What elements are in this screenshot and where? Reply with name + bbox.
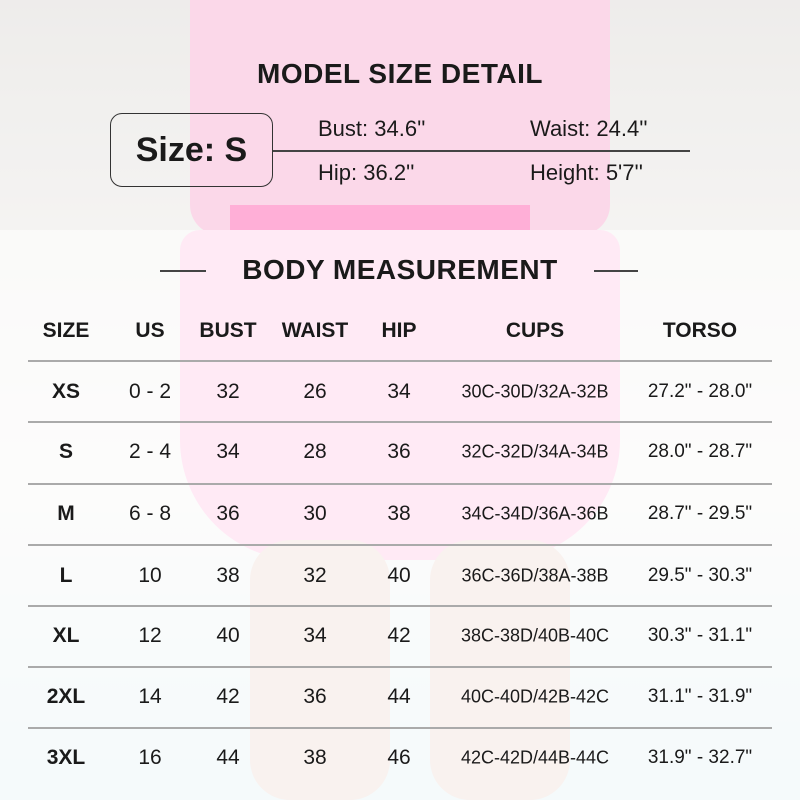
- cell-waist: 34: [303, 624, 327, 647]
- cell-size: XL: [52, 624, 80, 647]
- model-bust: Bust: 34.6'': [318, 116, 426, 141]
- cell-hip: 44: [387, 685, 411, 708]
- row-divider: [28, 421, 772, 423]
- row-divider: [28, 605, 772, 607]
- cell-hip: 38: [387, 502, 411, 525]
- cell-waist: 36: [303, 685, 327, 708]
- cell-cups: 36C-36D/38A-38B: [461, 565, 609, 586]
- header-size: SIZE: [42, 319, 90, 342]
- header-cups: CUPS: [505, 319, 565, 342]
- header-torso: TORSO: [662, 319, 738, 342]
- cell-waist: 26: [303, 380, 327, 403]
- divider: [160, 270, 206, 272]
- row-divider: [28, 666, 772, 668]
- cell-us: 16: [138, 746, 162, 769]
- cell-cups: 38C-38D/40B-40C: [460, 625, 610, 646]
- cell-torso: 29.5" - 30.3": [647, 565, 753, 586]
- cell-waist: 32: [303, 564, 327, 587]
- cell-hip: 36: [387, 440, 411, 463]
- row-divider: [28, 483, 772, 485]
- row-divider: [28, 360, 772, 362]
- cell-size: S: [58, 440, 74, 463]
- model-height: Height: 5'7'': [530, 160, 643, 185]
- cell-bust: 38: [216, 564, 240, 587]
- cell-torso: 28.7" - 29.5": [647, 503, 753, 524]
- cell-size: 3XL: [46, 746, 86, 769]
- cell-size: L: [59, 564, 73, 587]
- model-waist: Waist: 24.4'': [530, 116, 648, 141]
- row-divider: [28, 544, 772, 546]
- cell-us: 12: [138, 624, 162, 647]
- cell-bust: 36: [216, 502, 240, 525]
- model-hip: Hip: 36.2'': [318, 160, 415, 185]
- header-waist: WAIST: [281, 319, 349, 342]
- cell-cups: 34C-34D/36A-36B: [461, 503, 609, 524]
- cell-hip: 34: [387, 380, 411, 403]
- cell-torso: 31.1" - 31.9": [647, 686, 753, 707]
- cell-waist: 38: [303, 746, 327, 769]
- cell-torso: 27.2" - 28.0": [647, 381, 753, 402]
- cell-torso: 31.9" - 32.7": [647, 747, 753, 768]
- cell-bust: 44: [216, 746, 240, 769]
- header-us: US: [135, 319, 165, 342]
- model-size-badge: Size: S: [110, 113, 273, 187]
- cell-us: 6 - 8: [128, 502, 172, 525]
- cell-cups: 32C-32D/34A-34B: [461, 441, 609, 462]
- body-measurement-title: BODY MEASUREMENT: [242, 254, 558, 285]
- cell-torso: 30.3" - 31.1": [647, 625, 753, 646]
- cell-us: 10: [138, 564, 162, 587]
- header-bust: BUST: [199, 319, 257, 342]
- cell-cups: 42C-42D/44B-44C: [460, 747, 610, 768]
- cell-us: 2 - 4: [128, 440, 172, 463]
- cell-bust: 42: [216, 685, 240, 708]
- cell-us: 14: [138, 685, 162, 708]
- divider: [594, 270, 638, 272]
- cell-size: XS: [51, 380, 81, 403]
- cell-bust: 34: [216, 440, 240, 463]
- model-size-title: MODEL SIZE DETAIL: [257, 58, 543, 89]
- overlay-top: [0, 0, 800, 230]
- cell-hip: 40: [387, 564, 411, 587]
- cell-size: 2XL: [46, 685, 86, 708]
- overlay-bottom: [0, 230, 800, 800]
- cell-hip: 42: [387, 624, 411, 647]
- cell-bust: 32: [216, 380, 240, 403]
- cell-bust: 40: [216, 624, 240, 647]
- cell-cups: 30C-30D/32A-32B: [461, 381, 609, 402]
- cell-size: M: [57, 502, 75, 525]
- cell-cups: 40C-40D/42B-42C: [460, 686, 610, 707]
- divider: [273, 150, 690, 152]
- cell-us: 0 - 2: [128, 380, 172, 403]
- header-hip: HIP: [381, 319, 417, 342]
- row-divider: [28, 727, 772, 729]
- cell-waist: 28: [303, 440, 327, 463]
- cell-waist: 30: [303, 502, 327, 525]
- cell-hip: 46: [387, 746, 411, 769]
- cell-torso: 28.0" - 28.7": [647, 441, 753, 462]
